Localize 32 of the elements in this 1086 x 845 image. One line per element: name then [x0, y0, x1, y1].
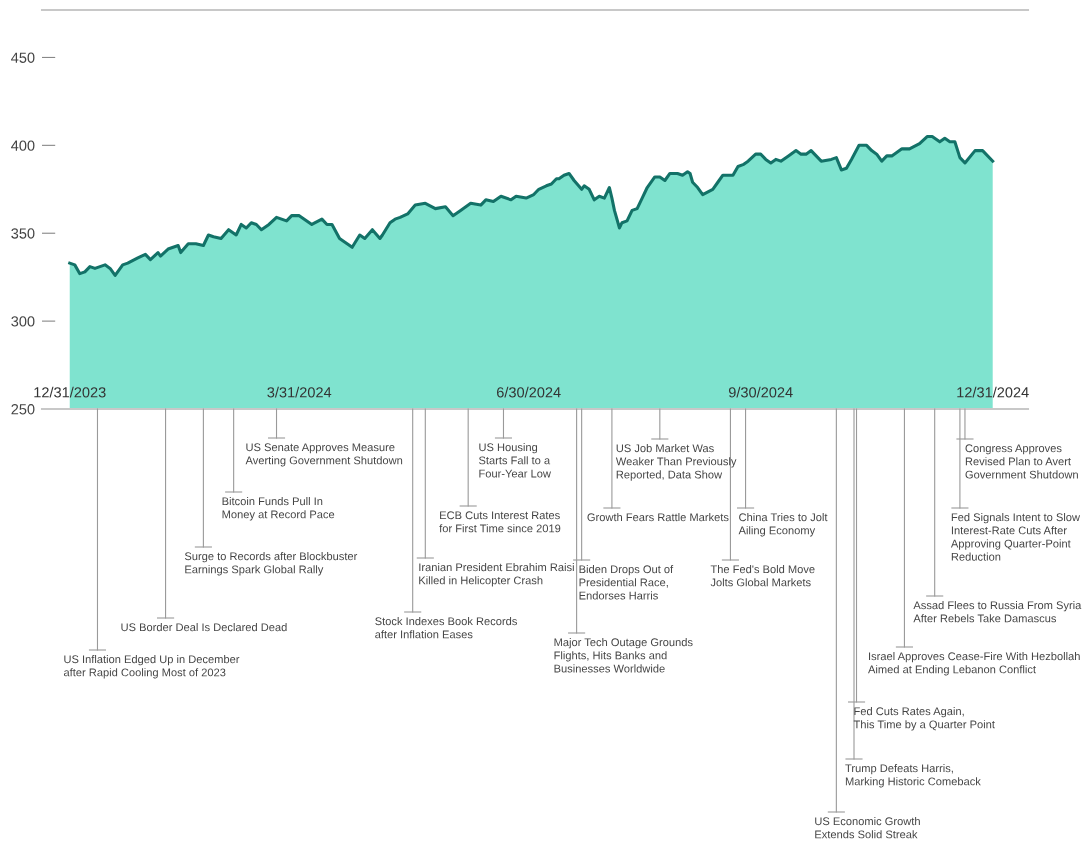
- x-tick-label: 12/31/2023: [34, 386, 106, 398]
- y-tick-label: 400: [11, 140, 35, 151]
- x-tick-label: 3/31/2024: [267, 386, 332, 398]
- x-tick-label: 12/31/2024: [957, 386, 1029, 398]
- y-tick-label: 450: [11, 52, 35, 63]
- annotation: China Tries to Jolt Ailing Economy: [738, 513, 828, 537]
- annotation: US Economic Growth Extends Solid Streak: [815, 817, 920, 839]
- annotation: Fed Signals Intent to Slow Interest-Rate Cuts After Approving Quarter-Point Reduction: [950, 513, 1081, 561]
- annotation: US Border Deal Is Declared Dead: [121, 623, 287, 632]
- annotation: US Housing Starts Fall to a Four-Year Low: [478, 443, 551, 478]
- annotation: ECB Cuts Interest Rates for First Time since 2019: [439, 511, 561, 533]
- y-tick-label: 300: [11, 316, 35, 327]
- annotation: US Senate Approves Measure Averting Government Shutdown: [245, 443, 403, 467]
- y-tick-label: 250: [11, 404, 35, 415]
- annotation: Growth Fears Rattle Markets: [587, 513, 729, 522]
- x-tick-label: 6/30/2024: [497, 386, 561, 398]
- annotation: Iranian President Ebrahim Raisi Killed in Helicopter Crash: [419, 563, 574, 587]
- annotation: US Job Market Was Weaker Than Previously Reported, Data Show: [615, 444, 737, 481]
- annotation: Israel Approves Cease-Fire With Hezbollah Aimed at Ending Lebanon Conflict: [868, 652, 1080, 676]
- annotation: Major Tech Outage Grounds Flights, Hits Banks and Businesses Worldwide: [554, 638, 693, 673]
- annotation: Trump Defeats Harris, Marking Historic Comeback: [845, 764, 981, 788]
- x-tick-label: 9/30/2024: [728, 386, 793, 398]
- annotation: Assad Flees to Russia From Syria After Rebels Take Damascus: [913, 601, 1082, 623]
- annotation: Fed Cuts Rates Again, This Time by a Quarter Point: [853, 707, 995, 731]
- annotation: US Inflation Edged Up in December after Rapid Cooling Most of 2023: [63, 655, 240, 679]
- annotation: Stock Indexes Book Records after Inflation Eases: [375, 617, 517, 639]
- y-tick-label: 350: [11, 228, 35, 239]
- annotation: The Fed's Bold Move Jolts Global Markets: [710, 565, 815, 587]
- annotation: Congress Approves Revised Plan to Avert Government Shutdown: [965, 444, 1078, 479]
- annotation: Biden Drops Out of Presidential Race, Endorses Harris: [579, 565, 674, 600]
- annotation: Surge to Records after Blockbuster Earnings Spark Global Rally: [184, 552, 358, 576]
- annotation: Bitcoin Funds Pull In Money at Record Pace: [222, 497, 335, 521]
